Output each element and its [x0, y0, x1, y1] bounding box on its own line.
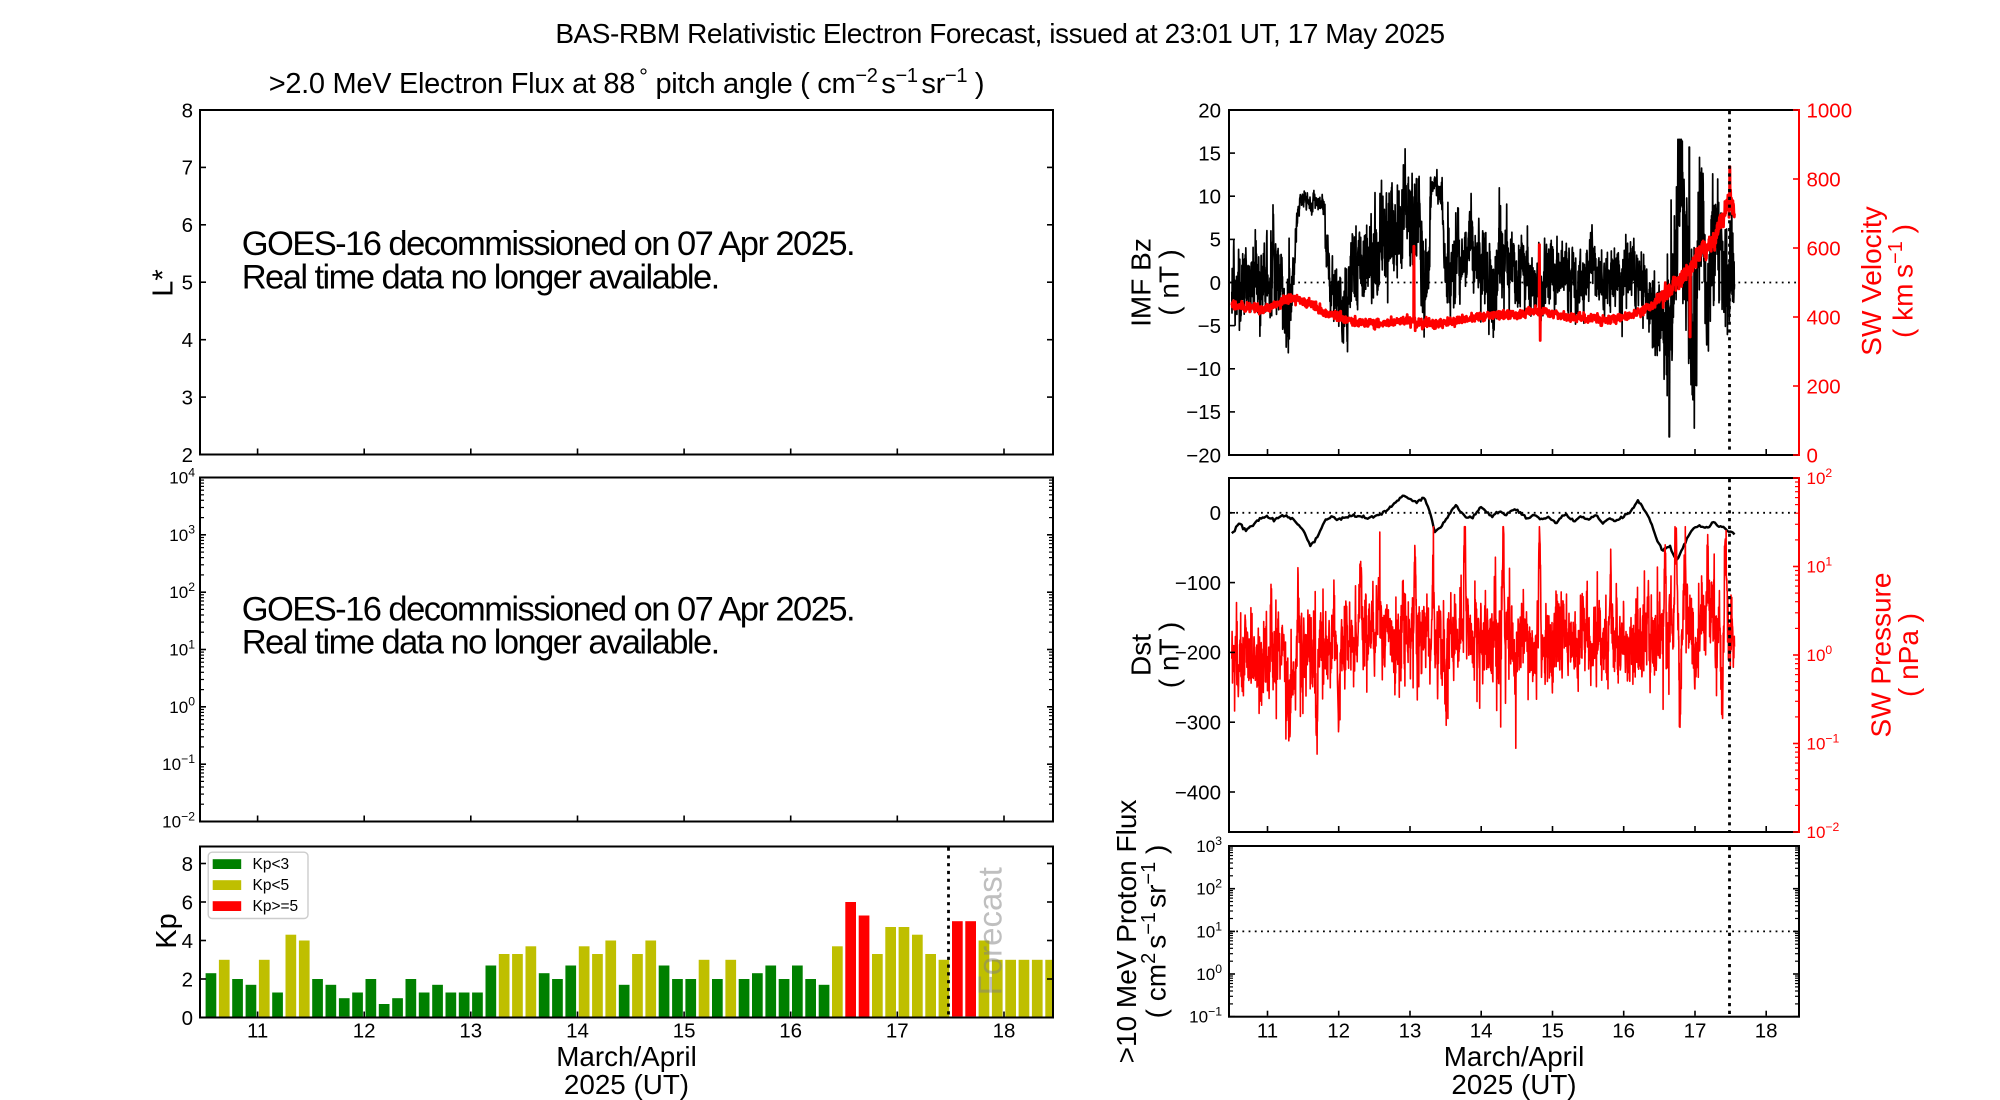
svg-text:( nT ): ( nT ) — [1154, 249, 1185, 315]
svg-text:0: 0 — [1210, 502, 1221, 525]
svg-text:−200: −200 — [1175, 642, 1221, 665]
svg-text:15: 15 — [1198, 142, 1221, 165]
svg-text:−300: −300 — [1175, 712, 1221, 735]
svg-text:13: 13 — [1399, 1020, 1422, 1043]
svg-text:14: 14 — [566, 1020, 589, 1043]
svg-text:−10: −10 — [1186, 358, 1221, 381]
svg-text:2025 (UT): 2025 (UT) — [1451, 1069, 1576, 1100]
svg-text:−100: −100 — [1175, 572, 1221, 595]
svg-text:Forecast: Forecast — [972, 867, 1009, 995]
svg-text:15: 15 — [1541, 1020, 1564, 1043]
svg-text:20: 20 — [1198, 99, 1221, 122]
svg-text:March/April: March/April — [556, 1041, 697, 1072]
svg-text:14: 14 — [1470, 1020, 1493, 1043]
svg-text:18: 18 — [1755, 1020, 1778, 1043]
svg-text:600: 600 — [1807, 237, 1841, 260]
svg-text:( nT ): ( nT ) — [1154, 622, 1185, 688]
svg-text:Dst: Dst — [1126, 634, 1157, 676]
svg-text:2: 2 — [182, 444, 193, 467]
svg-text:0: 0 — [1807, 444, 1818, 467]
svg-text:( km s−1 ): ( km s−1 ) — [1885, 224, 1919, 338]
svg-text:Kp>=5: Kp>=5 — [253, 898, 299, 915]
svg-text:11: 11 — [1257, 1020, 1278, 1043]
svg-text:March/April: March/April — [1444, 1041, 1585, 1072]
svg-text:3: 3 — [182, 386, 193, 409]
svg-text:SW Velocity: SW Velocity — [1856, 206, 1887, 355]
svg-text:5: 5 — [182, 272, 193, 295]
svg-text:>10 MeV Proton Flux: >10 MeV Proton Flux — [1111, 800, 1142, 1064]
svg-text:BAS-RBM Relativistic Electron: BAS-RBM Relativistic Electron Forecast, … — [555, 18, 1444, 49]
svg-text:0: 0 — [182, 1007, 193, 1030]
svg-text:16: 16 — [779, 1020, 802, 1043]
svg-text:1000: 1000 — [1807, 99, 1853, 122]
svg-text:18: 18 — [993, 1020, 1016, 1043]
svg-text:200: 200 — [1807, 375, 1841, 398]
svg-text:5: 5 — [1210, 229, 1221, 252]
svg-text:SW Pressure: SW Pressure — [1866, 573, 1897, 738]
svg-text:0: 0 — [1210, 272, 1221, 295]
svg-text:10: 10 — [1198, 186, 1221, 209]
svg-text:Kp: Kp — [151, 913, 183, 948]
svg-text:400: 400 — [1807, 306, 1841, 329]
svg-text:800: 800 — [1807, 168, 1841, 191]
svg-text:GOES-16 decommissioned on 07 A: GOES-16 decommissioned on 07 Apr 2025. — [242, 225, 854, 263]
svg-text:12: 12 — [1327, 1020, 1350, 1043]
svg-text:GOES-16 decommissioned on 07 A: GOES-16 decommissioned on 07 Apr 2025. — [242, 590, 854, 628]
svg-text:15: 15 — [673, 1020, 696, 1043]
svg-text:−400: −400 — [1175, 781, 1221, 804]
svg-text:16: 16 — [1612, 1020, 1635, 1043]
svg-text:( nPa ): ( nPa ) — [1893, 613, 1924, 697]
svg-text:8: 8 — [182, 853, 193, 876]
svg-text:6: 6 — [182, 891, 193, 914]
svg-text:17: 17 — [1684, 1020, 1707, 1043]
svg-text:7: 7 — [182, 157, 193, 180]
svg-text:−20: −20 — [1186, 444, 1221, 467]
svg-text:Kp<3: Kp<3 — [253, 856, 290, 873]
svg-text:11: 11 — [247, 1020, 268, 1043]
svg-text:>2.0 MeV Electron Flux at 88 °: >2.0 MeV Electron Flux at 88 ° pitch ang… — [269, 64, 985, 100]
svg-text:IMF Bz: IMF Bz — [1126, 238, 1157, 327]
svg-text:Real time data no longer avail: Real time data no longer available. — [242, 259, 719, 297]
svg-text:6: 6 — [182, 214, 193, 237]
svg-text:8: 8 — [182, 99, 193, 122]
svg-text:4: 4 — [182, 930, 193, 953]
svg-text:Kp<5: Kp<5 — [253, 877, 290, 894]
svg-text:4: 4 — [182, 329, 193, 352]
svg-text:−15: −15 — [1186, 401, 1221, 424]
svg-text:12: 12 — [353, 1020, 376, 1043]
svg-text:Real time data no longer avail: Real time data no longer available. — [242, 624, 719, 662]
svg-text:−5: −5 — [1198, 315, 1221, 338]
svg-text:2: 2 — [182, 968, 193, 991]
svg-text:2025 (UT): 2025 (UT) — [564, 1069, 689, 1100]
svg-text:17: 17 — [886, 1020, 909, 1043]
svg-text:13: 13 — [459, 1020, 482, 1043]
svg-text:L*: L* — [148, 269, 180, 296]
